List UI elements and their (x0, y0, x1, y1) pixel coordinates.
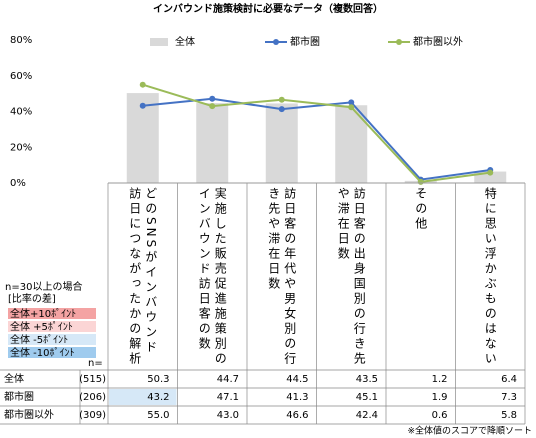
cell-value: 41.3 (286, 392, 308, 403)
point (348, 99, 355, 106)
series-line (142, 83, 491, 183)
point (209, 103, 216, 110)
x-tick-label: どのSNSがインバウンド訪日につながったかの解析 (127, 187, 158, 367)
x-tick-label: 訪日客の年代や男女別の行き先や滞在日数 (266, 187, 297, 367)
diff-legend-swatch (8, 347, 96, 358)
cell-value: 6.4 (501, 374, 517, 385)
cell-value: 5.8 (501, 410, 517, 421)
diff-legend-label: 全体 -10ﾎﾟｲﾝﾄ (10, 346, 75, 359)
cell-value: 7.3 (501, 392, 517, 403)
cell-value: 43.5 (356, 374, 378, 385)
diff-legend-subtitle: [比率の差] (8, 292, 56, 305)
cell-value: 42.4 (356, 410, 378, 421)
x-tick-label: その他 (413, 187, 428, 232)
point (417, 178, 424, 185)
cell-value: 1.9 (432, 392, 448, 403)
row-n: (309) (79, 410, 106, 421)
series-line (142, 97, 491, 181)
cell-value: 50.3 (147, 374, 169, 385)
point (278, 106, 285, 113)
cell-highlight (109, 389, 177, 405)
legend-marker (273, 39, 279, 45)
diff-legend-label: 全体 +5ﾎﾟｲﾝﾄ (10, 320, 73, 333)
legend-swatch (150, 38, 168, 46)
row-label: 都市圏 (4, 390, 34, 403)
point (487, 169, 494, 176)
row-label: 都市圏以外 (4, 408, 54, 421)
y-tick-label: 80% (10, 35, 32, 46)
x-tick-label: 特に思い浮かぶものはない (483, 187, 498, 367)
diff-legend-label: 全体 -5ﾎﾟｲﾝﾄ (10, 333, 68, 346)
diff-legend-title: n=30以上の場合 (5, 280, 82, 293)
diff-legend-swatch (8, 308, 96, 319)
diff-legend-swatch (8, 334, 96, 345)
n-label: n= (88, 358, 103, 369)
cell-value: 47.1 (217, 392, 239, 403)
legend-label: 全体 (175, 35, 195, 48)
y-tick-label: 40% (10, 107, 32, 118)
legend-label: 都市圏以外 (413, 35, 463, 48)
cell-value: 44.5 (286, 374, 308, 385)
point (209, 95, 216, 102)
bar (474, 171, 507, 183)
cell-value: 0.6 (432, 410, 448, 421)
x-tick-label: 訪日客の出身国別の行き先や滞在日数 (336, 187, 367, 367)
x-tick-label: 実施した販売促進施策別のインバウンド訪日客の数 (197, 187, 228, 367)
legend-label: 都市圏 (290, 35, 320, 48)
y-tick-label: 0% (10, 178, 26, 189)
bar (335, 105, 368, 183)
cell-value: 44.7 (217, 374, 239, 385)
cell-value: 46.6 (286, 410, 308, 421)
footnote: ※全体値のスコアで降順ソート (407, 425, 532, 437)
bar (196, 103, 229, 183)
row-n: (206) (79, 392, 106, 403)
diff-legend-swatch (8, 321, 96, 332)
cell-value: 55.0 (147, 410, 169, 421)
y-tick-label: 20% (10, 142, 32, 153)
cell-value: 43.0 (217, 410, 239, 421)
point (348, 104, 355, 111)
y-tick-label: 60% (10, 71, 32, 82)
bar (265, 103, 298, 183)
chart-title: インバウンド施策検討に必要なデータ（複数回答） (153, 2, 383, 15)
row-label: 全体 (4, 372, 24, 385)
cell-value: 43.2 (147, 392, 169, 403)
legend-marker (396, 39, 402, 45)
point (139, 102, 146, 109)
point (278, 96, 285, 103)
cell-value: 1.2 (432, 374, 448, 385)
diff-legend-label: 全体+10ﾎﾟｲﾝﾄ (10, 307, 76, 320)
cell-value: 45.1 (356, 392, 378, 403)
point (139, 81, 146, 88)
row-n: (515) (79, 374, 106, 385)
